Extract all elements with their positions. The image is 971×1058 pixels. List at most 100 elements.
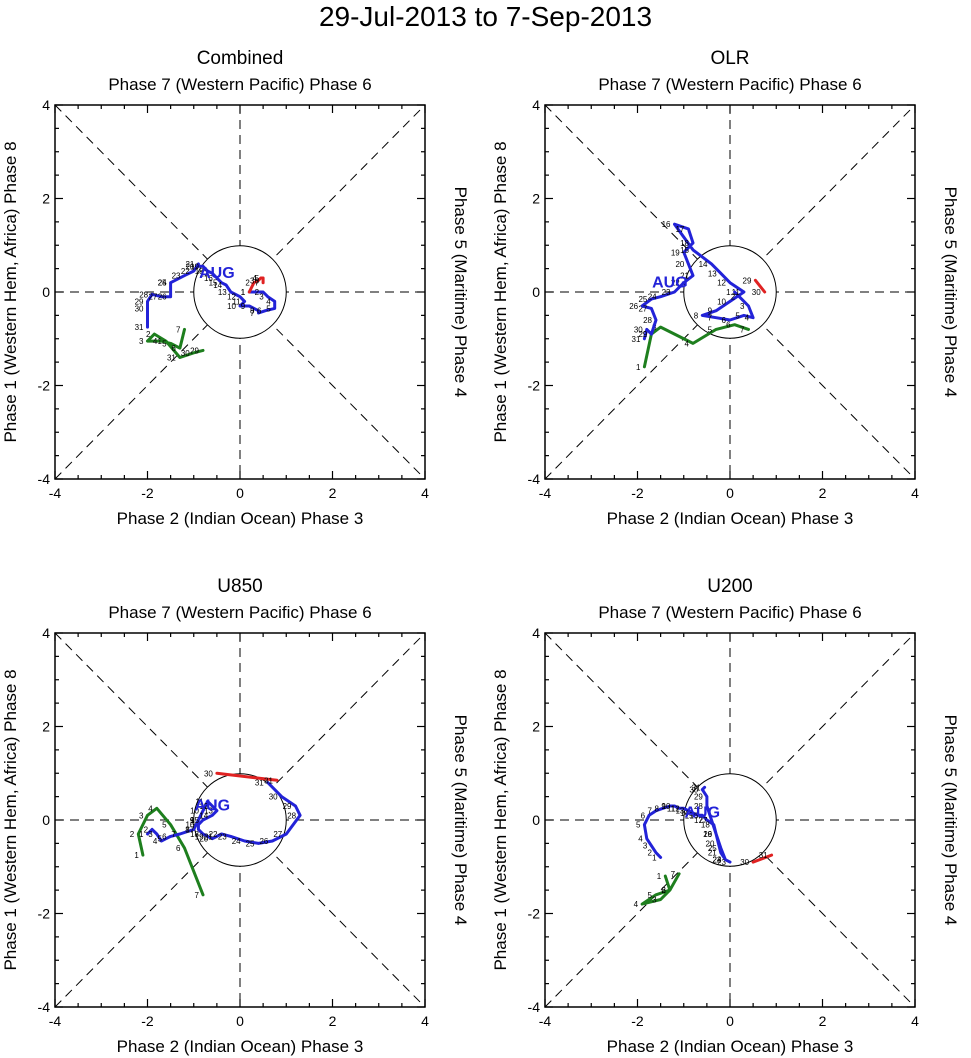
panel2-series-jul-point — [141, 853, 145, 857]
panel1-series-jul-point — [714, 328, 718, 331]
panel0-series-aug-point — [261, 290, 265, 294]
panel2-series-aug-point — [211, 837, 214, 840]
panel2-x-tick-label: 0 — [236, 1013, 244, 1029]
panel0-series-jul-point — [160, 339, 163, 343]
panel0-unit-circle — [193, 245, 287, 339]
panel0-day-label: 6 — [257, 307, 262, 316]
panel3-series-aug-point — [724, 858, 727, 861]
panel1-series-aug-point — [640, 304, 644, 308]
panel2-day-label: 31 — [264, 776, 273, 785]
panel1-day-label: 10 — [717, 297, 726, 306]
panel2-series-jul-point — [146, 814, 149, 817]
panel0-day-label: 3 — [139, 337, 144, 346]
panel-combined: Combined Phase 7 (Western Pacific) Phase … — [1, 48, 470, 528]
panel1-series-aug-point — [650, 297, 653, 301]
panel0-series-aug-line — [146, 262, 277, 329]
panel3-day-label: 29 — [694, 793, 703, 802]
panel3-series-aug-point — [654, 809, 658, 812]
panel3-day-label: 3 — [643, 842, 648, 851]
panel0-series-aug-point — [192, 269, 195, 273]
panel2-day-label: 29 — [283, 802, 292, 811]
panel2-series-aug-point — [178, 832, 182, 836]
panel1-day-label: 31 — [632, 335, 641, 344]
panel3-series-aug-point — [705, 795, 709, 798]
panel0-day-label: 7 — [255, 279, 260, 288]
figure-title: 29-Jul-2013 to 7-Sep-2013 — [318, 1, 653, 32]
panel3-day-label: 17 — [694, 816, 703, 825]
panel3-series-aug-point — [705, 804, 709, 808]
panel0-series-jul-point — [169, 342, 172, 345]
panel2-series-aug-point — [201, 809, 205, 812]
panel2-day-label: 7 — [171, 830, 176, 839]
panel2-day-label: 16 — [185, 821, 194, 830]
panel2-series-jul-point — [183, 846, 186, 850]
panel1-day-label: 20 — [675, 260, 684, 269]
panel3-day-label: 6 — [641, 811, 646, 820]
panel0-day-label: 1 — [241, 288, 246, 297]
panel1-day-label: 23 — [662, 288, 671, 297]
panel0-day-label: 7 — [176, 325, 181, 334]
panel0-day-label: 10 — [227, 302, 236, 311]
panel0-series-aug-point — [248, 304, 251, 308]
panel2-series-sep-point — [275, 779, 279, 782]
panel1-day-label: 17 — [675, 225, 684, 234]
panel1-series-aug-point — [742, 290, 746, 294]
panel3-series-aug-point — [710, 818, 713, 822]
panel3-day-label: 28 — [694, 802, 703, 811]
panel2-series-aug-point — [201, 818, 205, 822]
panel1-series-aug-point — [747, 304, 750, 308]
panel2-y-tick-label: 2 — [42, 719, 50, 735]
panel1-day-label: 14 — [699, 260, 708, 269]
panel2-series-aug-point — [150, 828, 154, 831]
panel0-day-label: 1 — [158, 337, 163, 346]
panel0-series-jul-line — [146, 327, 205, 359]
panel0-y-tick-label: -4 — [38, 471, 51, 487]
panel2-series-aug-point — [285, 832, 288, 836]
panel3-day-label: 30 — [740, 858, 749, 867]
panel3-series-aug-point — [705, 818, 709, 822]
panel3-day-label: 3 — [652, 895, 657, 904]
panel0-series-sep-point — [261, 281, 265, 284]
panel3-series-aug-point — [673, 804, 676, 808]
panel2-day-label: 1 — [134, 851, 139, 860]
panel3-day-label: 25 — [708, 844, 717, 853]
panel3-y-tick-label: -4 — [528, 999, 541, 1015]
panel0-series-jul-point — [183, 328, 186, 331]
panel3-day-label: 31 — [692, 783, 701, 792]
panel3-series-jul-point — [659, 898, 662, 901]
panel0-series-aug-point — [183, 274, 186, 277]
panel2-series-jul-point — [137, 832, 140, 836]
panel2-series-aug-point — [266, 781, 269, 784]
panel0-day-label: 1 — [241, 288, 246, 297]
panel0-day-label: 8 — [250, 307, 255, 316]
panel0-day-label: 19 — [190, 262, 199, 271]
panel1-y-tick-label: 4 — [532, 97, 540, 113]
panel0-day-label: 6 — [255, 276, 260, 285]
panel3-day-label: 27 — [699, 816, 708, 825]
panel1-day-label: 29 — [638, 330, 647, 339]
panel3-day-label: 22 — [712, 856, 721, 865]
panel0-series-aug-point — [238, 295, 242, 298]
panel0-series-aug-point — [238, 304, 242, 308]
panel0-day-label: 29 — [135, 297, 144, 306]
panel2-x-tick-label: -2 — [141, 1013, 154, 1029]
panel0-series-aug-point — [257, 309, 260, 312]
panel3-series-sep-line — [751, 853, 774, 864]
panel2-series-aug-point — [192, 828, 195, 831]
panel0-day-label: 26 — [158, 293, 167, 302]
panel1-y-tick-label: -4 — [528, 471, 541, 487]
panel0-x-tick-label: -4 — [49, 485, 62, 501]
panel1-series-aug-point — [645, 328, 648, 331]
panel1-day-label: 3 — [740, 302, 745, 311]
panel1-series-aug-point — [751, 316, 755, 319]
panel3-day-label: 1 — [652, 853, 657, 862]
panel0-day-label: 28 — [139, 290, 148, 299]
panel2-x-tick-label: 2 — [329, 1013, 337, 1029]
panel2-series-aug-point — [201, 832, 205, 836]
panel3-right-label: Phase 5 (Maritime) Phase 4 — [941, 715, 960, 926]
panel0-series-aug-point — [220, 281, 223, 284]
panel0-y-tick-label: 4 — [42, 97, 50, 113]
panel2-top-label: Phase 7 (Western Pacific) Phase 6 — [108, 603, 371, 622]
panel3-day-label: 26 — [703, 830, 712, 839]
panel-u850: U850 Phase 7 (Western Pacific) Phase 6 Pha… — [1, 576, 470, 1056]
